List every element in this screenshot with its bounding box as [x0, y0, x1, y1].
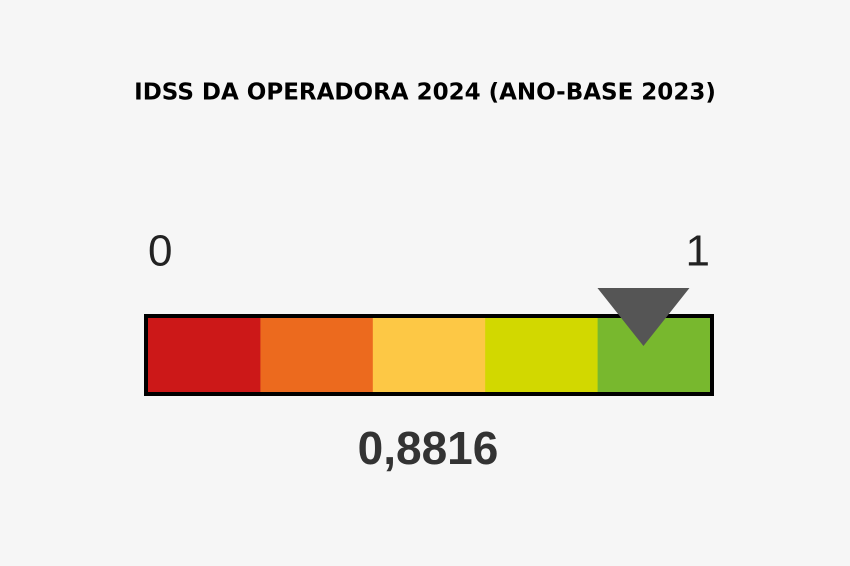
gauge-band [372, 318, 486, 392]
value-marker [597, 288, 690, 346]
x-tick-label: 0 [148, 227, 172, 276]
gauge-border [144, 314, 714, 396]
gauge-band [148, 318, 261, 392]
gauge-band [260, 318, 374, 392]
value-label: 0,8816 [358, 422, 499, 474]
x-tick-label: 1 [686, 227, 710, 276]
chart-title: IDSS DA OPERADORA 2024 (ANO-BASE 2023) [134, 80, 716, 106]
gauge-band [485, 318, 599, 392]
